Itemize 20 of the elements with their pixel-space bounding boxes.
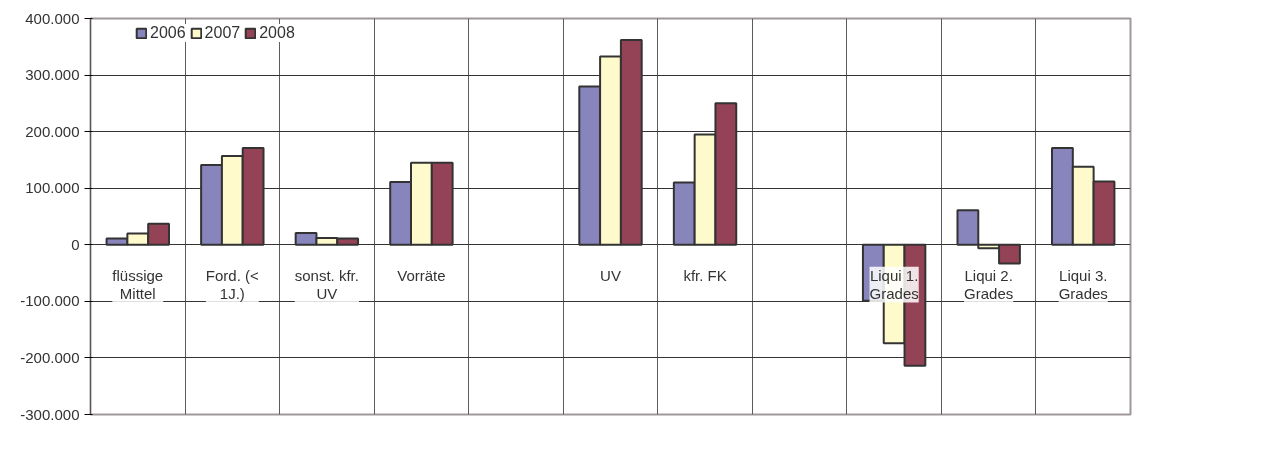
- y-tick-label: 400.000: [25, 9, 80, 27]
- y-tick-label: -200.000: [20, 348, 80, 366]
- x-tick-label: Liqui 3. Grades: [1058, 266, 1108, 303]
- legend-label: 2007: [204, 24, 241, 42]
- legend-label: 2006: [150, 24, 186, 42]
- y-tick-label: -100.000: [20, 292, 80, 310]
- x-tick-label: Liqui 1. Grades: [869, 266, 919, 303]
- x-tick-label: UV: [600, 266, 621, 284]
- legend-label: 2008: [259, 24, 295, 42]
- y-tick-label: 200.000: [25, 122, 80, 140]
- x-tick-label: sonst. kfr. UV: [294, 266, 359, 303]
- x-tick-label: flüssige Mittel: [112, 266, 164, 303]
- y-tick-label: 300.000: [25, 66, 80, 84]
- x-tick-label: kfr. FK: [683, 266, 727, 284]
- y-tick-label: 0: [71, 235, 80, 253]
- x-tick-label: Vorräte: [397, 266, 446, 284]
- x-tick-label: Liqui 2. Grades: [964, 266, 1014, 303]
- x-tick-label: Ford. (< 1J.): [205, 266, 260, 303]
- y-tick-label: 100.000: [25, 179, 80, 197]
- y-tick-label: -300.000: [20, 405, 80, 423]
